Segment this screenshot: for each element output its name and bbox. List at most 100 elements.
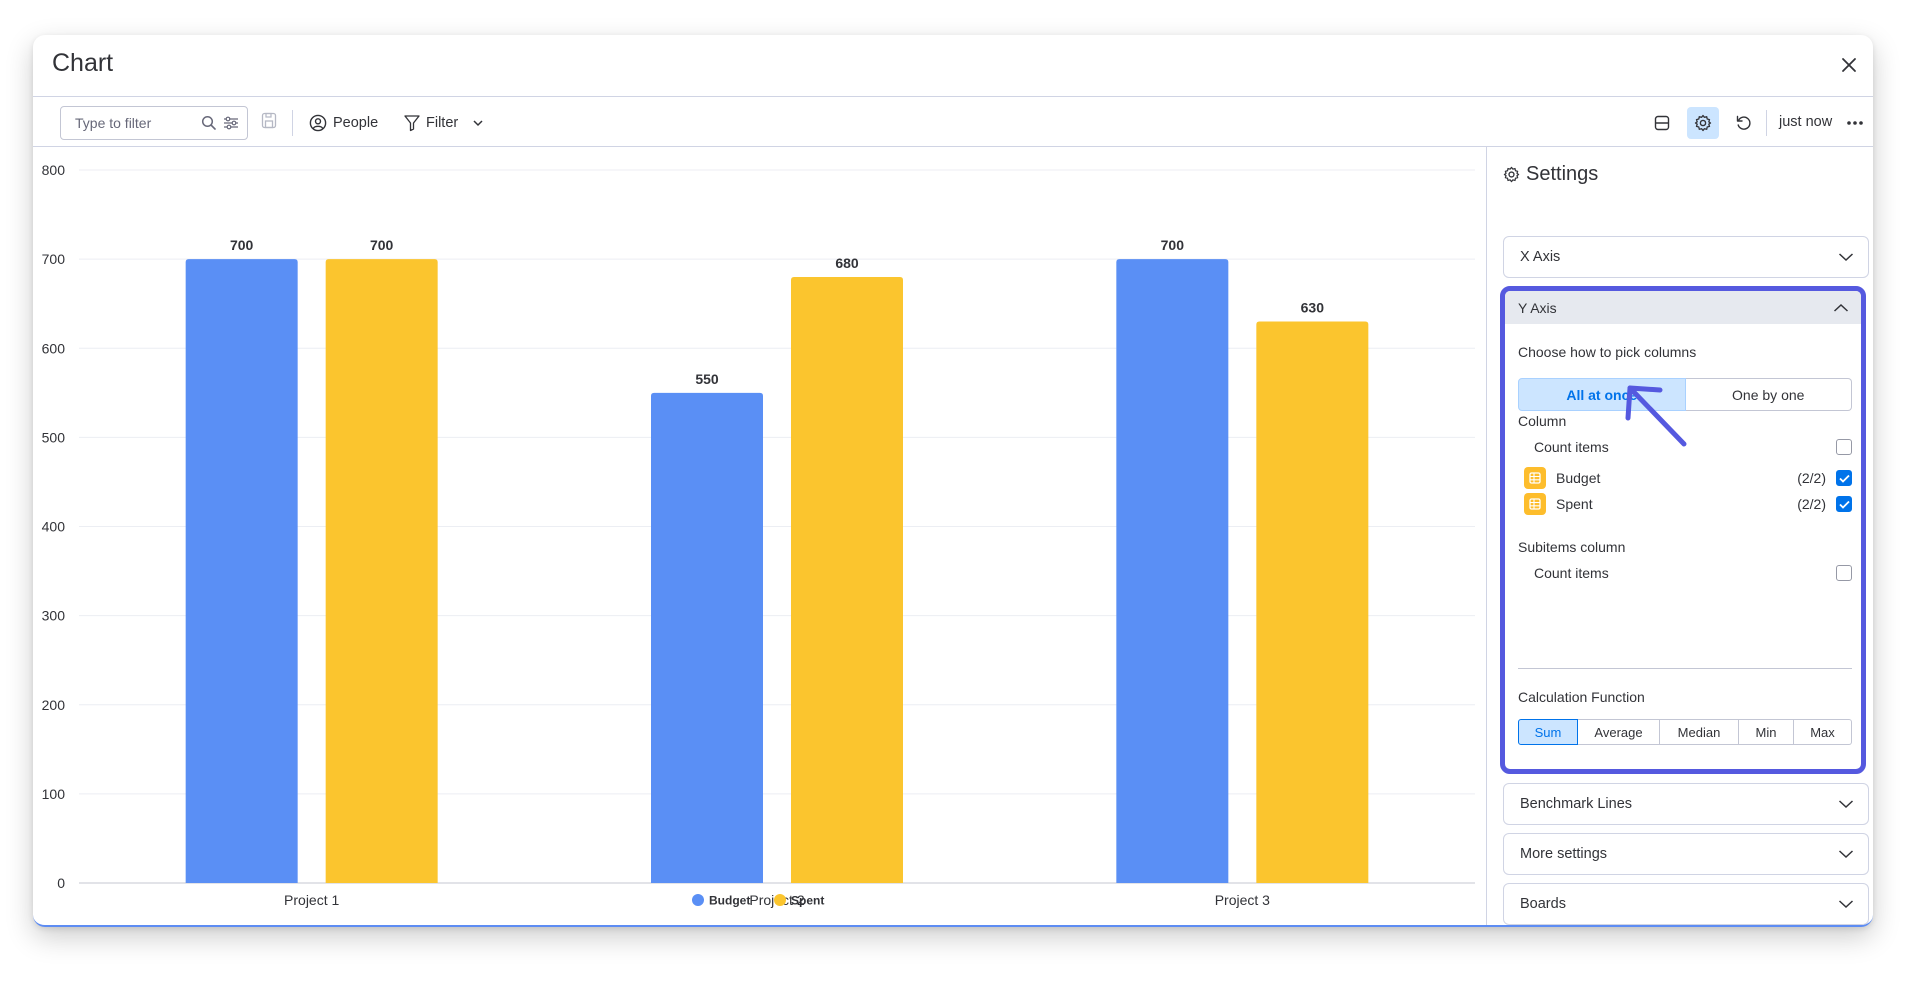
y-axis-panel: Y Axis Choose how to pick columns All at… <box>1500 286 1866 774</box>
column-section-label: Column <box>1518 413 1567 429</box>
bar-spent <box>791 276 903 883</box>
toolbar: People Filter just now <box>33 98 1873 147</box>
gear-icon <box>1503 166 1520 183</box>
bar-chart: 0 100 200 300 400 500 600 700 800 700 700 Project 1… <box>42 162 1475 908</box>
settings-panel: Settings X Axis Y Axis Choose how to pic… <box>1487 147 1873 925</box>
y-tick-label: 0 <box>57 875 65 891</box>
data-label: 550 <box>695 371 719 387</box>
toolbar-separator <box>1766 110 1767 136</box>
all-at-once-button[interactable]: All at once <box>1518 378 1686 411</box>
chart-modal: Chart People Filter j <box>33 35 1873 927</box>
calc-median-button[interactable]: Median <box>1660 719 1739 745</box>
funnel-icon <box>404 115 420 132</box>
settings-toggle-button[interactable] <box>1687 107 1719 139</box>
people-label: People <box>333 115 379 131</box>
data-label: 700 <box>230 237 254 253</box>
chevron-down-icon[interactable] <box>472 117 484 129</box>
legend-marker <box>774 894 786 906</box>
last-updated[interactable]: just now <box>1779 114 1833 130</box>
close-icon <box>1842 58 1856 72</box>
panel-divider <box>1486 147 1487 925</box>
more-dots-icon <box>1847 121 1863 125</box>
check-icon <box>1838 500 1850 509</box>
check-icon <box>1838 474 1850 483</box>
filter-label: Filter <box>426 115 459 131</box>
x-tick-label: Project 3 <box>1215 892 1270 908</box>
legend-label: Spent <box>791 894 824 908</box>
calc-sum-button[interactable]: Sum <box>1518 719 1578 745</box>
save-view-icon[interactable] <box>261 112 277 130</box>
y-tick-label: 100 <box>42 786 66 802</box>
calc-function-toggle: Sum Average Median Min Max <box>1518 719 1852 745</box>
column-count: (2/2) <box>1797 496 1826 512</box>
calc-min-button[interactable]: Min <box>1739 719 1794 745</box>
more-settings-accordion[interactable]: More settings <box>1503 833 1869 875</box>
gear-icon <box>1694 114 1712 132</box>
boards-label: Boards <box>1520 896 1566 912</box>
subitems-section-label: Subitems column <box>1518 539 1626 555</box>
calc-function-label: Calculation Function <box>1518 689 1645 705</box>
column-row-spent: Spent (2/2) <box>1524 492 1852 516</box>
bar-budget <box>1116 259 1229 883</box>
settings-title: Settings <box>1503 163 1598 186</box>
y-tick-label: 600 <box>42 340 66 356</box>
data-label: 630 <box>1301 300 1325 316</box>
y-tick-label: 400 <box>42 519 66 535</box>
bar-spent <box>1256 321 1369 883</box>
budget-checkbox[interactable] <box>1836 470 1852 486</box>
chart-area: 0 100 200 300 400 500 600 700 800 700 700 Project 1… <box>33 147 1486 925</box>
pick-columns-label: Choose how to pick columns <box>1518 344 1697 360</box>
bar-spent <box>325 259 438 883</box>
filter-options-icon[interactable] <box>223 115 239 131</box>
modal-title: Chart <box>52 49 114 77</box>
annotation-arrow-icon <box>1625 385 1687 447</box>
bar-budget <box>185 259 298 883</box>
search-icon[interactable] <box>201 115 217 131</box>
x-axis-accordion[interactable]: X Axis <box>1503 236 1869 278</box>
refresh-icon <box>1736 115 1751 130</box>
y-tick-label: 300 <box>42 608 66 624</box>
count-items-checkbox[interactable] <box>1836 439 1852 455</box>
legend-marker <box>692 894 704 906</box>
y-axis-accordion[interactable]: Y Axis <box>1505 291 1861 324</box>
chevron-up-icon <box>1833 303 1849 312</box>
data-label: 680 <box>835 255 859 271</box>
layout-button[interactable] <box>1646 107 1678 139</box>
benchmark-lines-label: Benchmark Lines <box>1520 796 1633 812</box>
subitems-count-checkbox[interactable] <box>1836 565 1852 581</box>
search-box <box>60 106 248 140</box>
column-row-count-items: Count items <box>1534 435 1852 459</box>
chevron-down-icon <box>1838 253 1854 262</box>
y-tick-label: 500 <box>42 429 66 445</box>
refresh-button[interactable] <box>1728 107 1760 139</box>
person-icon <box>309 114 327 132</box>
calc-max-button[interactable]: Max <box>1794 719 1852 745</box>
column-row-budget: Budget (2/2) <box>1524 466 1852 490</box>
chevron-down-icon <box>1838 800 1854 809</box>
data-label: 700 <box>1161 237 1185 253</box>
search-input[interactable] <box>61 107 191 139</box>
people-button[interactable]: People <box>309 110 378 136</box>
y-axis-label: Y Axis <box>1518 299 1557 316</box>
section-divider <box>1518 668 1852 669</box>
column-name: Spent <box>1556 496 1593 512</box>
one-by-one-button[interactable]: One by one <box>1685 378 1852 411</box>
calc-average-button[interactable]: Average <box>1578 719 1660 745</box>
numbers-column-icon <box>1524 467 1546 489</box>
legend-label: Budget <box>709 894 750 908</box>
more-options-button[interactable] <box>1839 107 1871 139</box>
column-count: (2/2) <box>1797 470 1826 486</box>
x-axis-label: X Axis <box>1520 249 1561 265</box>
column-name: Budget <box>1556 470 1601 486</box>
x-tick-label: Project 1 <box>284 892 339 908</box>
benchmark-lines-accordion[interactable]: Benchmark Lines <box>1503 783 1869 825</box>
subitems-row-count-items: Count items <box>1534 561 1852 585</box>
chevron-down-icon <box>1838 900 1854 909</box>
numbers-column-icon <box>1524 493 1546 515</box>
spent-checkbox[interactable] <box>1836 496 1852 512</box>
layout-icon <box>1654 115 1670 131</box>
boards-accordion[interactable]: Boards <box>1503 883 1869 925</box>
filter-button[interactable]: Filter <box>404 110 484 136</box>
bar-budget <box>651 392 763 883</box>
close-button[interactable] <box>1835 51 1863 79</box>
